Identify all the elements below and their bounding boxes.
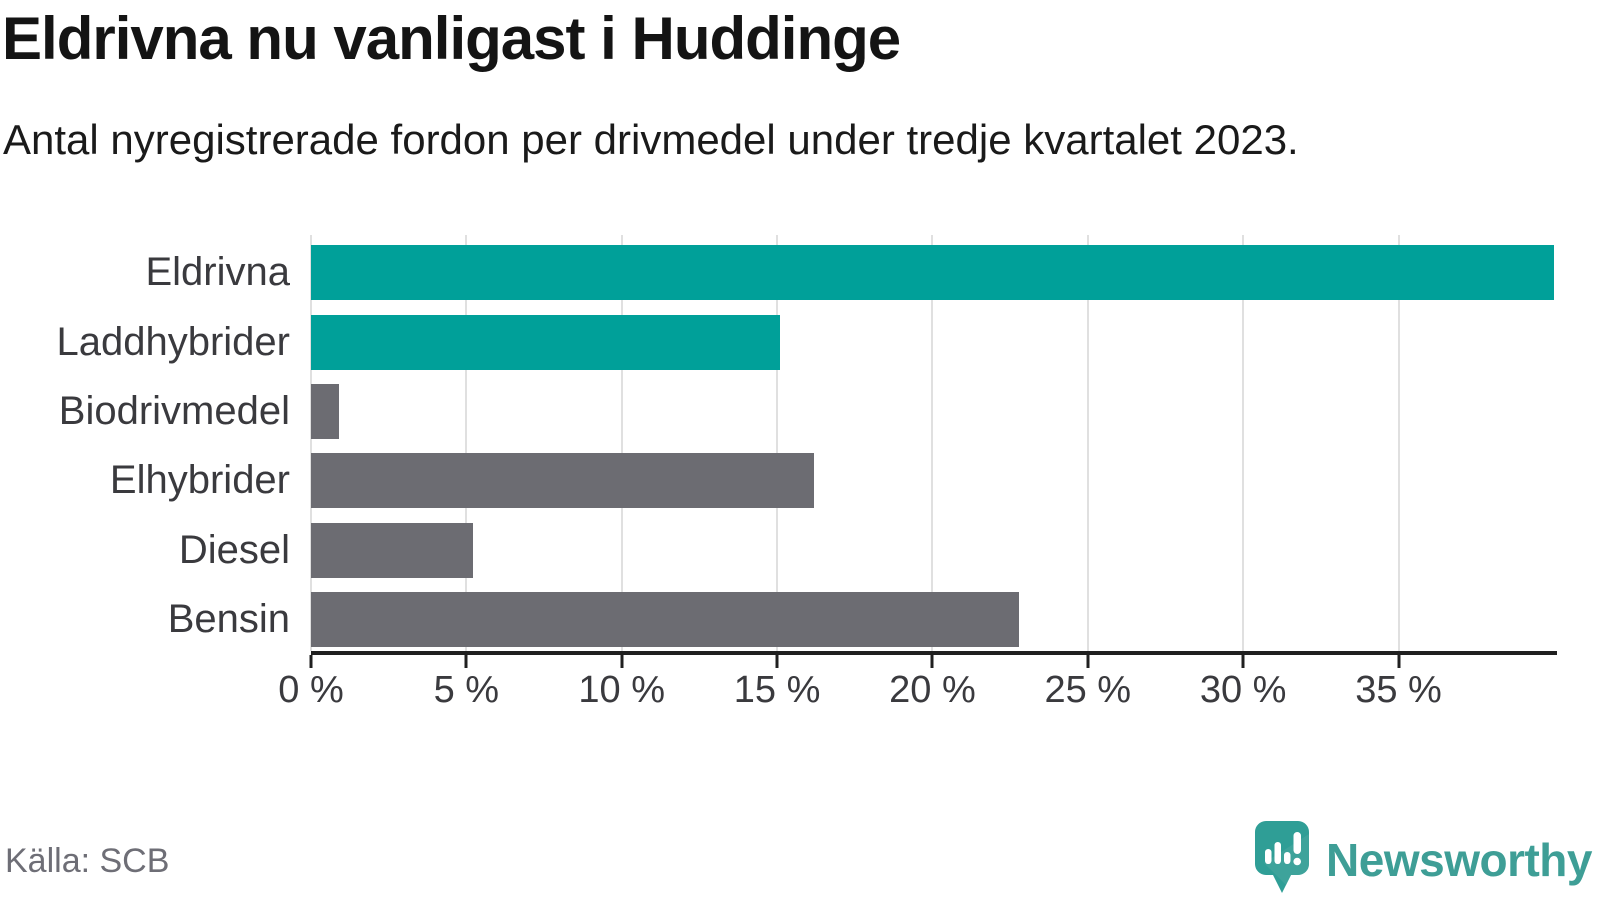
x-tick-mark <box>1241 655 1245 668</box>
x-tick-label: 15 % <box>733 669 821 711</box>
bar-diesel <box>311 523 473 578</box>
brand-name: Newsworthy <box>1326 833 1592 886</box>
newsworthy-logo-icon <box>1254 820 1310 899</box>
gridline <box>465 235 468 651</box>
x-tick-mark <box>1397 655 1401 668</box>
x-tick-label: 20 % <box>889 669 976 711</box>
category-label: Eldrivna <box>145 250 290 294</box>
bar-laddhybrider <box>311 315 781 370</box>
category-label: Biodrivmedel <box>58 389 290 433</box>
x-tick-mark <box>309 655 313 668</box>
category-label: Bensin <box>167 597 290 641</box>
bar-chart-plot-area <box>310 235 1557 651</box>
x-tick-label: 0 % <box>278 669 344 711</box>
gridline <box>620 235 623 651</box>
bar-elhybrider <box>311 453 815 508</box>
x-tick-label: 25 % <box>1044 669 1132 711</box>
x-tick-label: 30 % <box>1199 669 1287 711</box>
gridline <box>931 235 934 651</box>
x-tick-mark <box>930 655 934 668</box>
bar-biodrivmedel <box>311 384 339 439</box>
x-tick-label: 5 % <box>433 669 500 711</box>
category-label: Diesel <box>178 528 290 572</box>
x-axis-line <box>311 651 1557 655</box>
gridline <box>776 235 779 651</box>
gridline <box>1242 235 1245 651</box>
category-label: Elhybrider <box>109 458 290 502</box>
gridline <box>1086 235 1089 651</box>
x-tick-mark <box>620 655 624 668</box>
source-note: Källa: SCB <box>5 842 170 880</box>
x-tick-label: 35 % <box>1355 669 1442 711</box>
x-tick-mark <box>775 655 779 668</box>
bar-eldrivna <box>311 245 1554 300</box>
page-title: Eldrivna nu vanligast i Huddinge <box>2 5 901 72</box>
gridline <box>1397 235 1400 651</box>
x-tick-label: 10 % <box>578 669 666 711</box>
category-label: Laddhybrider <box>56 320 291 364</box>
y-axis-labels: Eldrivna Laddhybrider Biodrivmedel Elhybrid… <box>0 235 291 651</box>
x-axis-ticks: 0 % 5 % 10 % 15 % 20 % 25 % 30 % 35 % <box>278 655 1557 715</box>
x-tick-mark <box>1086 655 1090 668</box>
brand-footer: Newsworthy <box>1254 820 1592 899</box>
bar-bensin <box>311 592 1020 647</box>
gridline <box>310 235 312 651</box>
chart-subtitle: Antal nyregistrerade fordon per drivmede… <box>3 116 1299 163</box>
x-tick-mark <box>464 655 468 668</box>
